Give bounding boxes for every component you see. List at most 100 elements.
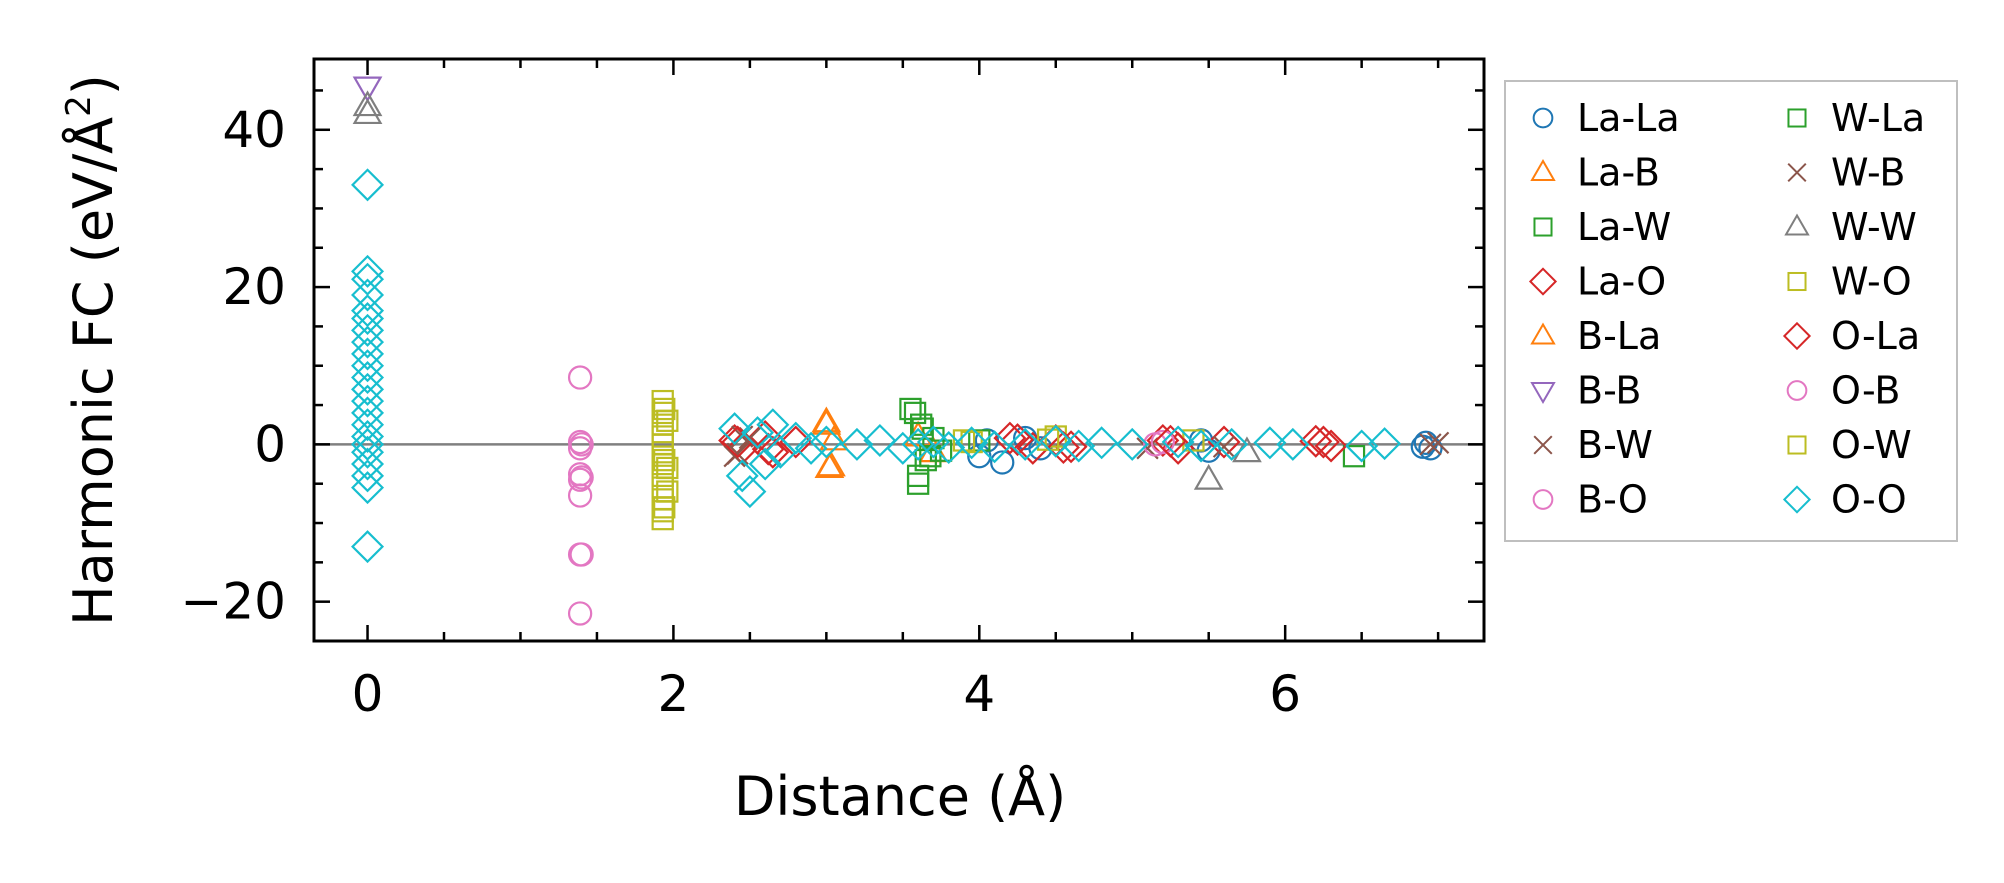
data-point [653, 496, 676, 519]
data-point [779, 425, 813, 459]
x-axis-label: Distance (Å) [734, 764, 1066, 828]
y-tick-label: 40 [222, 101, 286, 159]
data-point [1342, 445, 1366, 468]
data-point [656, 480, 679, 503]
legend-label: B-La [1577, 314, 1661, 358]
data-point [651, 507, 674, 531]
data-point [351, 278, 385, 312]
legend-marker [1532, 489, 1554, 510]
data-point [1368, 427, 1402, 461]
legend-item-la-b: La-B [1530, 151, 1660, 195]
data-point [1085, 426, 1119, 460]
data-point [1184, 429, 1218, 463]
data-point [1115, 427, 1149, 461]
data-point [1426, 431, 1450, 454]
legend-item-o-la: O-La [1782, 314, 1920, 358]
data-point [351, 459, 385, 493]
data-point [1001, 423, 1035, 457]
series-o-o [351, 168, 1402, 564]
data-point [741, 416, 775, 450]
legend: La-La La-B La-W La-O B-La B-B B-W B-O W-La W-B W-W… [1504, 80, 1958, 542]
legend-marker [1786, 380, 1808, 401]
data-point [656, 409, 679, 432]
data-point [1054, 430, 1088, 464]
data-point [352, 98, 383, 125]
series-o-b [569, 432, 594, 567]
legend-item-la-la: La-La [1532, 96, 1680, 140]
data-point [351, 262, 385, 296]
legend-label: La-B [1577, 151, 1660, 195]
legend-item-b-w: B-W [1533, 423, 1653, 467]
y-axis-label: Harmonic FC (eV/Å2) [59, 74, 125, 626]
data-point [351, 427, 385, 461]
data-point [751, 432, 785, 466]
data-point [1276, 427, 1310, 461]
data-point [651, 464, 674, 488]
data-point [351, 302, 385, 336]
legend-marker [1787, 435, 1807, 455]
data-point [653, 397, 676, 421]
data-point [569, 432, 594, 457]
data-point [903, 401, 927, 425]
data-point [351, 384, 385, 418]
data-point [811, 408, 842, 435]
data-point [1153, 424, 1187, 458]
data-point [351, 372, 385, 406]
data-point [351, 337, 385, 371]
data-point [993, 421, 1027, 455]
legend-box [1504, 80, 1958, 542]
data-point [351, 471, 385, 505]
data-points-layer [351, 76, 1450, 626]
legend-label: B-W [1577, 423, 1653, 467]
legend-marker [1530, 158, 1556, 182]
series-w-w [352, 90, 1262, 490]
legend-marker [1532, 107, 1554, 129]
x-tick-label: 2 [658, 665, 690, 723]
data-point [901, 427, 935, 461]
plot-frame [312, 57, 1486, 643]
series-b-la [811, 406, 846, 477]
legend-label: O-B [1831, 369, 1900, 413]
data-point [733, 475, 767, 509]
legend-label: O-O [1831, 478, 1907, 522]
legend-label: O-La [1831, 314, 1920, 358]
data-point [779, 421, 813, 455]
data-point [886, 431, 920, 465]
y-tick-label: 20 [222, 258, 286, 316]
data-point [1253, 426, 1287, 460]
data-point [1046, 431, 1080, 465]
legend-label: W-W [1831, 205, 1917, 249]
data-point [910, 413, 933, 436]
data-point [351, 168, 385, 202]
data-point [1419, 433, 1442, 456]
data-point [653, 448, 676, 472]
legend-item-la-o: La-O [1528, 260, 1666, 304]
data-point [748, 447, 782, 481]
legend-marker [1782, 485, 1812, 514]
data-point [1039, 424, 1073, 458]
legend-item-b-o: B-O [1532, 478, 1648, 522]
legend-item-b-la: B-La [1530, 314, 1661, 358]
legend-item-w-o: W-O [1787, 260, 1912, 304]
data-point [351, 396, 385, 430]
y-tick-label: −20 [180, 573, 286, 631]
axes [312, 57, 1486, 643]
legend-item-w-w: W-W [1784, 205, 1917, 249]
data-point [906, 464, 930, 488]
data-point [725, 459, 759, 493]
data-point [1161, 425, 1195, 459]
legend-marker [1533, 435, 1553, 455]
data-point [794, 431, 828, 465]
legend-item-o-b: O-B [1786, 369, 1900, 413]
data-point [352, 90, 383, 117]
series-o-w [653, 397, 1060, 519]
legend-label: B-B [1577, 369, 1642, 413]
data-point [656, 456, 679, 480]
data-point [816, 450, 846, 477]
data-point [567, 467, 593, 492]
x-axis-ticks: 0 2 4 6 [352, 59, 1440, 723]
data-point [955, 426, 989, 460]
data-point [811, 406, 842, 433]
data-point [567, 601, 593, 626]
data-point [1028, 436, 1053, 461]
